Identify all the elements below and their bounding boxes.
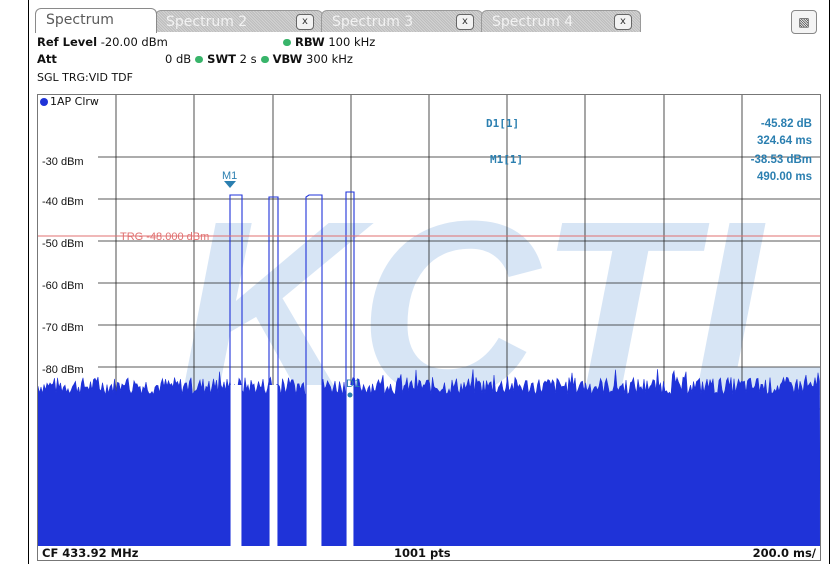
close-icon[interactable]: x <box>456 14 474 30</box>
y-label: -70 dBm <box>42 322 84 334</box>
pulse-outline <box>345 191 355 547</box>
marker-d1-icon[interactable] <box>347 392 353 398</box>
y-label: -80 dBm <box>42 364 84 376</box>
trace-label: 1AP Clrw <box>38 95 99 109</box>
status-dot-icon <box>195 56 204 63</box>
pulse-outline <box>305 194 323 547</box>
tab-spectrum[interactable]: Spectrum <box>35 8 157 33</box>
time-per-division: 200.0 ms/ <box>752 546 816 560</box>
center-frequency: CF 433.92 MHz <box>42 546 139 560</box>
plot-canvas: KCTL TRG -48.000 dBm -30 dBm -40 dBm -50… <box>38 95 820 547</box>
rbw-value: 100 kHz <box>328 35 376 49</box>
pulses <box>229 191 355 547</box>
analyzer-window: Spectrum Spectrum 2 x Spectrum 3 x Spectru… <box>28 0 830 564</box>
tab-spectrum-2[interactable]: Spectrum 2 x <box>155 10 323 32</box>
att: Att <box>37 51 57 67</box>
swt-value: 2 s <box>239 52 257 66</box>
vbw-label: VBW <box>272 52 303 66</box>
status-dot-icon <box>260 56 269 63</box>
d1-value-level: -45.82 dB <box>761 118 812 130</box>
trace-dot-icon <box>40 98 48 106</box>
status-dot-icon <box>283 39 291 46</box>
pulse-outline <box>268 196 279 547</box>
trigger-label: TRG -48.000 dBm <box>120 231 209 243</box>
marker-m1-icon[interactable] <box>224 181 236 188</box>
pulse-gap <box>346 385 354 547</box>
marker-m1-tag: M1 <box>222 170 237 182</box>
tab-spectrum-4[interactable]: Spectrum 4 x <box>481 10 641 32</box>
y-label: -30 dBm <box>42 156 84 168</box>
noise-trace <box>38 369 820 547</box>
close-icon[interactable]: x <box>296 14 314 30</box>
tab-label: Spectrum 4 <box>492 14 574 30</box>
rbw: RBW 100 kHz <box>279 34 375 50</box>
y-label: -40 dBm <box>42 196 84 208</box>
close-icon[interactable]: x <box>614 14 632 30</box>
tab-label: Spectrum <box>46 12 114 28</box>
d1-value-time: 324.64 ms <box>757 135 812 147</box>
att-label: Att <box>37 52 57 66</box>
menu-icon[interactable]: ▧ <box>791 10 817 34</box>
noise-floor <box>38 369 820 547</box>
m1-value-level: -38.53 dBm <box>751 154 812 166</box>
tab-bar: Spectrum Spectrum 2 x Spectrum 3 x Spectru… <box>35 8 825 34</box>
trigger-info: SGL TRG:VID TDF <box>37 71 133 84</box>
pulse-gap <box>306 385 322 547</box>
tab-label: Spectrum 3 <box>332 14 414 30</box>
y-label: -50 dBm <box>42 238 84 250</box>
spectrum-plot[interactable]: 1AP Clrw KCTL TRG -48.000 dBm -30 dBm -4… <box>37 94 821 548</box>
pulse-outline <box>229 194 243 547</box>
tab-label: Spectrum 2 <box>166 14 248 30</box>
rbw-label: RBW <box>295 35 325 49</box>
att-swt: 0 dB SWT 2 s VBW 300 kHz <box>165 51 353 67</box>
marker-d1-tag: D1 <box>346 378 360 390</box>
d1-label: D1[1] <box>486 117 519 130</box>
status-footer: CF 433.92 MHz 1001 pts 200.0 ms/ <box>37 546 821 561</box>
y-label: -60 dBm <box>42 280 84 292</box>
measurement-header: Ref Level -20.00 dBm RBW 100 kHz Att 0 d… <box>37 34 817 94</box>
m1-label: M1[1] <box>490 153 523 166</box>
ref-level-label: Ref Level <box>37 35 98 49</box>
pulse-gap <box>269 385 278 547</box>
tab-spectrum-3[interactable]: Spectrum 3 x <box>321 10 483 32</box>
ref-level: Ref Level -20.00 dBm <box>37 34 168 50</box>
swt-label: SWT <box>207 52 236 66</box>
vbw-value: 300 kHz <box>306 52 353 66</box>
grid <box>98 95 820 547</box>
att-value: 0 dB <box>165 52 192 66</box>
y-axis-labels: -30 dBm -40 dBm -50 dBm -60 dBm -70 dBm … <box>42 156 84 376</box>
pulse-gap <box>230 385 242 547</box>
m1-value-time: 490.00 ms <box>757 171 812 183</box>
trace-label-text: 1AP Clrw <box>50 95 99 108</box>
sweep-points: 1001 pts <box>394 546 451 560</box>
ref-level-value: -20.00 dBm <box>100 35 168 49</box>
